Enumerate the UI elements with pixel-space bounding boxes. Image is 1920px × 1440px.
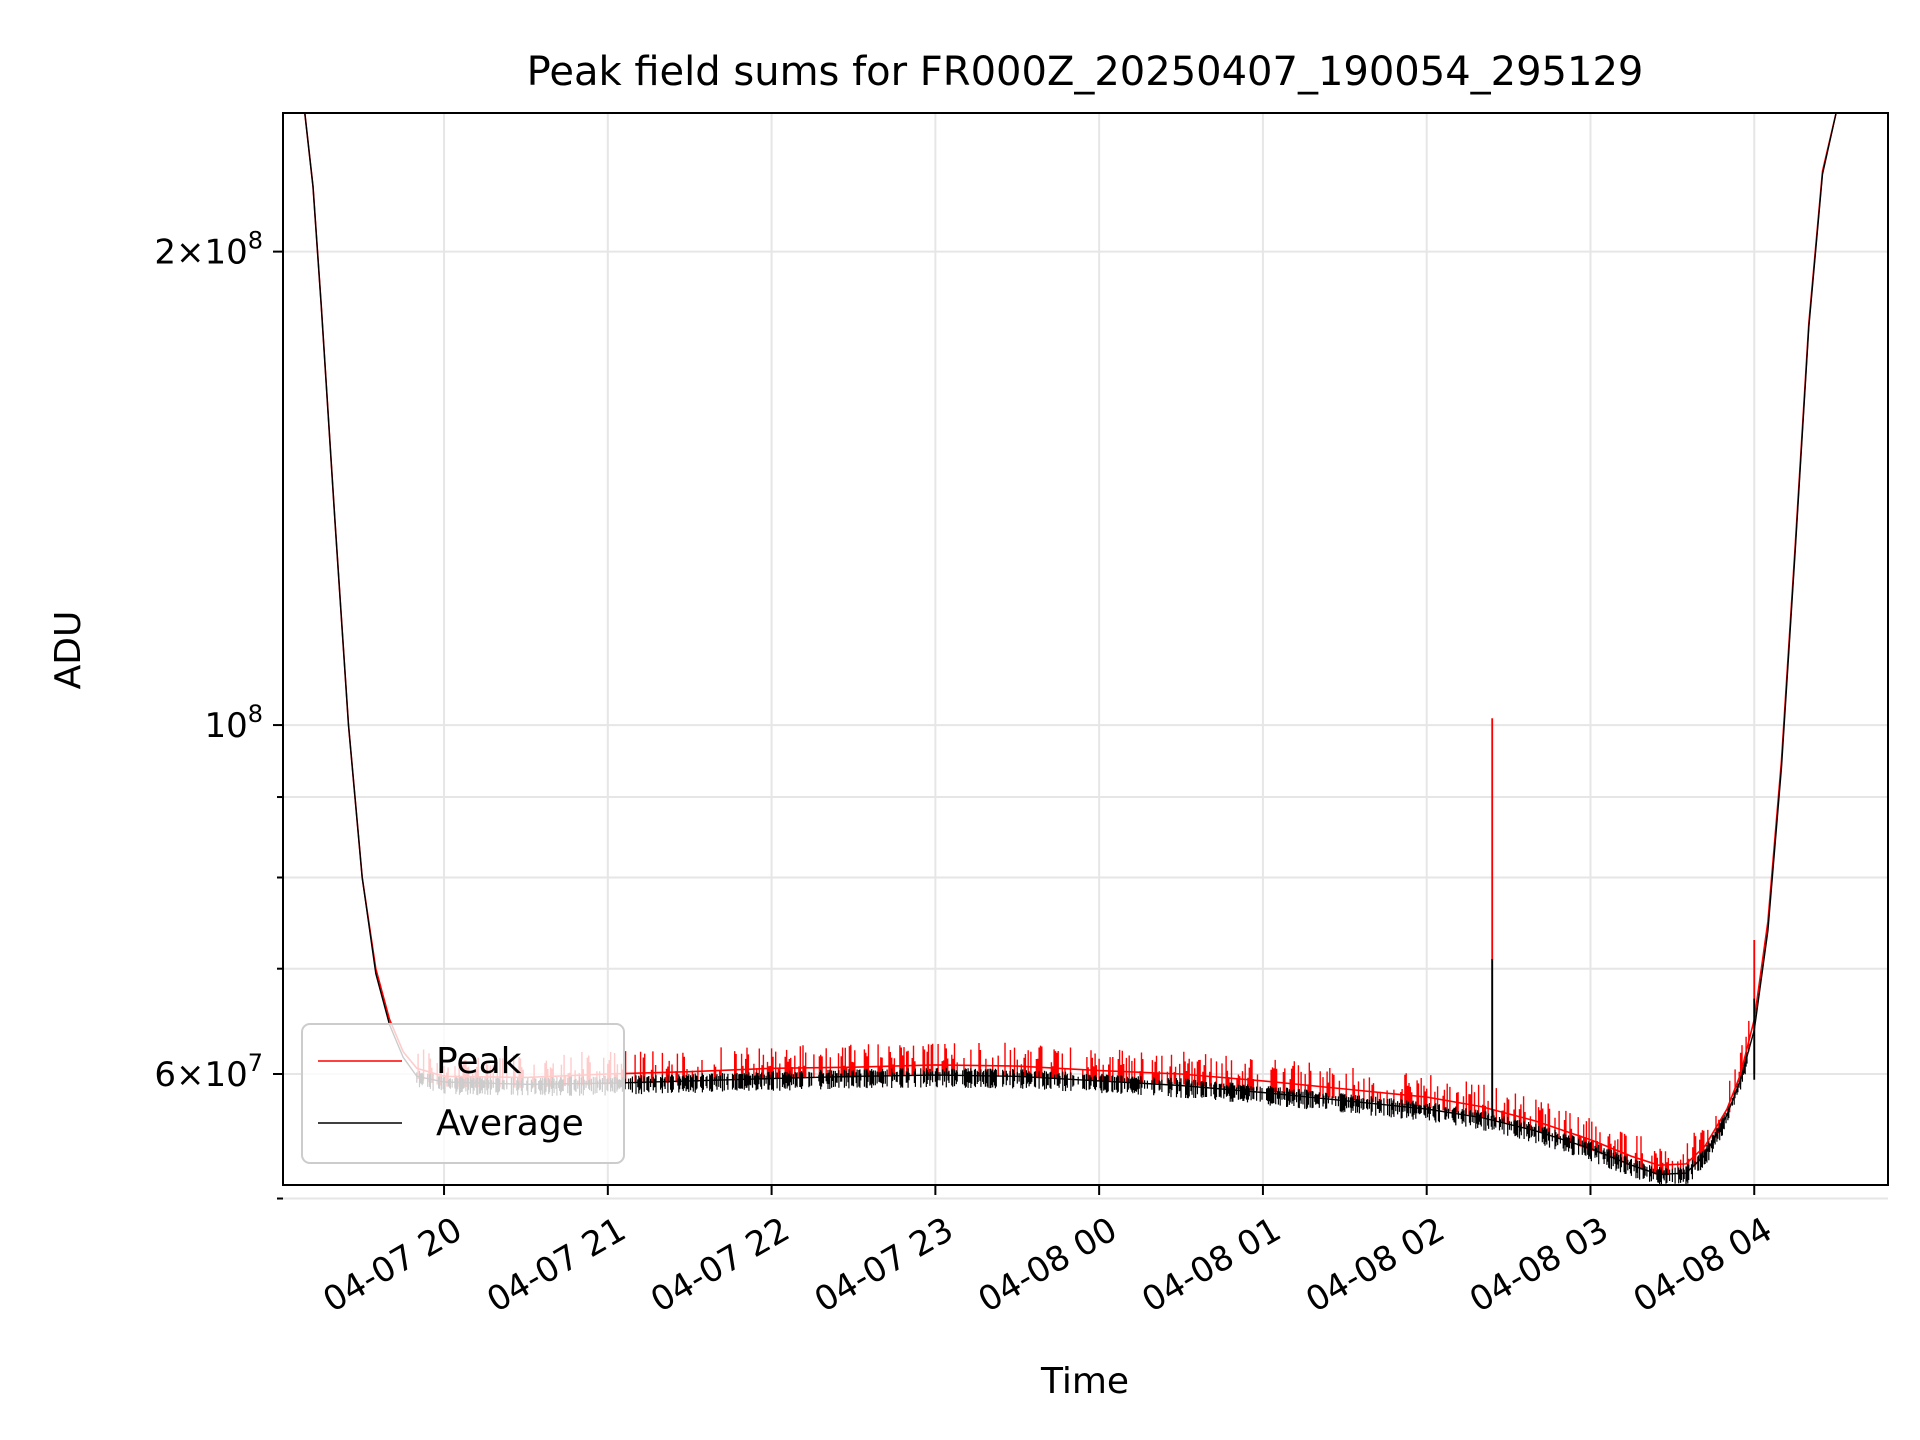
chart-title: Peak field sums for FR000Z_20250407_1900… [527, 49, 1644, 95]
y-tick-label: 2×108 [154, 227, 263, 273]
y-tick-label: 6×107 [154, 1049, 263, 1095]
series-spikes [1491, 718, 1756, 1118]
legend: Peak Average [301, 1023, 625, 1164]
series-lines [304, 113, 1888, 1176]
legend-box [301, 1023, 625, 1164]
legend-label-average: Average [436, 1103, 584, 1144]
y-tick-label: 108 [204, 700, 263, 746]
legend-label-peak: Peak [436, 1041, 522, 1082]
grid [283, 113, 1888, 1200]
y-axis-label: ADU [48, 611, 89, 690]
series-line-average [304, 113, 1888, 1176]
x-axis-label: Time [1040, 1361, 1129, 1402]
plot-frame [282, 112, 1889, 1186]
